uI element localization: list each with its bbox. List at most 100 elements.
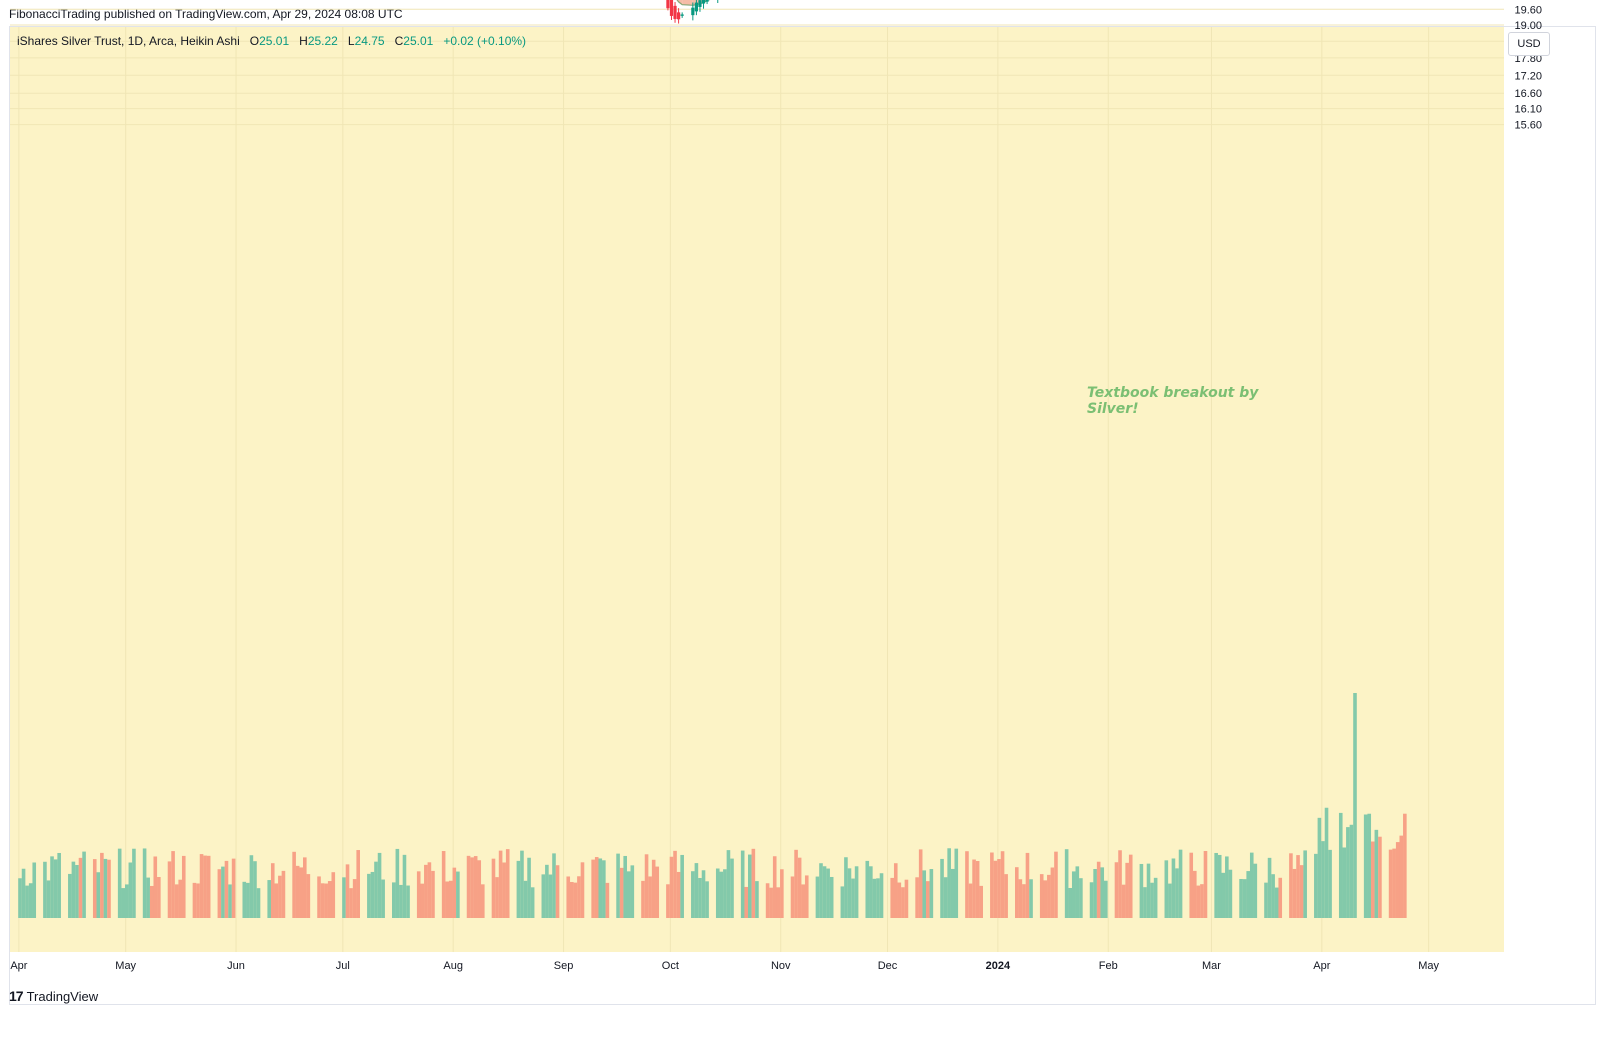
volume-bar: [100, 852, 104, 918]
volume-bar: [1029, 879, 1033, 918]
volume-bar: [374, 861, 378, 918]
volume-bar: [121, 888, 126, 918]
volume-bar: [1075, 866, 1080, 918]
time-tick-label: Oct: [662, 960, 679, 972]
volume-bar: [965, 851, 969, 918]
volume-bar: [1299, 865, 1304, 918]
volume-bar: [1022, 884, 1026, 918]
volume-bar: [723, 869, 727, 918]
volume-bar: [146, 877, 150, 918]
volume-bar: [651, 859, 656, 918]
volume-bar: [57, 852, 61, 918]
price-tick-label: 17.80: [1514, 53, 1542, 65]
volume-bar: [125, 884, 129, 918]
volume-bar: [192, 882, 197, 918]
volume-bar: [174, 884, 179, 918]
volume-bar: [50, 856, 54, 918]
volume-bar: [1193, 870, 1197, 918]
volume-bar: [324, 883, 328, 918]
volume-bar: [968, 883, 973, 918]
volume-bar: [1153, 877, 1158, 918]
tradingview-brand[interactable]: 17 TradingView: [9, 988, 98, 1004]
volume-bar: [851, 878, 855, 918]
plot-area[interactable]: [10, 27, 1504, 952]
time-tick-label: Jun: [227, 960, 245, 972]
price-tick-label: 15.60: [1514, 120, 1542, 132]
volume-bar: [605, 882, 610, 918]
candle-body: [694, 2, 698, 12]
volume-bar: [196, 883, 200, 918]
volume-bar: [1246, 871, 1250, 918]
candle-body: [677, 12, 681, 20]
volume-bar: [950, 868, 955, 918]
volume-bar: [1403, 813, 1407, 918]
volume-bar: [1089, 882, 1094, 918]
volume-bar: [295, 865, 300, 918]
volume-bar: [580, 862, 585, 918]
time-tick-label: Nov: [771, 960, 791, 972]
volume-bar: [1249, 852, 1254, 918]
close-value: 25.01: [403, 34, 434, 48]
volume-bar: [1150, 882, 1154, 918]
volume-bar: [452, 867, 457, 918]
volume-bar: [804, 875, 809, 918]
volume-bar: [171, 851, 175, 918]
volume-bar: [274, 883, 279, 918]
volume-bar: [456, 871, 460, 918]
time-tick-label: Apr: [10, 960, 27, 972]
volume-bar: [1388, 849, 1393, 918]
volume-bar: [367, 873, 371, 918]
volume-bar: [399, 884, 403, 918]
volume-bar: [303, 857, 307, 918]
volume-bar: [876, 878, 880, 918]
currency-button[interactable]: USD: [1508, 32, 1550, 56]
volume-bar: [755, 881, 759, 918]
published-caption: FibonacciTrading published on TradingVie…: [9, 7, 403, 21]
time-tick-label: Feb: [1099, 960, 1118, 972]
volume-bar: [441, 851, 446, 918]
volume-bar: [495, 877, 499, 918]
volume-bar: [1104, 880, 1108, 918]
volume-bar: [132, 848, 136, 918]
volume-bar: [28, 883, 33, 918]
volume-bar: [402, 854, 407, 918]
moving-average-bands: [676, 0, 711, 6]
volume-bar: [320, 883, 325, 918]
volume-bar: [698, 877, 702, 918]
volume-bar: [1125, 862, 1129, 918]
time-tick-label: May: [115, 960, 136, 972]
volume-bar: [1292, 868, 1297, 918]
volume-bar: [541, 874, 546, 918]
volume-bar: [780, 869, 784, 918]
volume-bar: [246, 882, 250, 918]
volume-bar: [1164, 860, 1169, 918]
volume-bar: [1015, 867, 1019, 918]
volume-bar: [448, 880, 453, 918]
volume-bar: [352, 879, 357, 918]
volume-bar: [431, 870, 435, 918]
volume-bar: [317, 876, 321, 918]
volume-bar: [82, 851, 86, 918]
volume-bar: [473, 856, 478, 918]
volume-bar: [1068, 887, 1072, 918]
price-axis: 36.0034.0033.0032.0031.0030.0029.0027.00…: [1514, 0, 1542, 132]
volume-bar: [1371, 841, 1375, 918]
candle-body: [673, 5, 677, 19]
volume-bar: [505, 849, 510, 918]
volume-bar: [1064, 849, 1069, 918]
volume-bar: [940, 858, 944, 918]
volume-bar: [1221, 872, 1226, 918]
symbol-legend: iShares Silver Trust, 1D, Arca, Heikin A…: [17, 34, 526, 48]
volume-bar: [1392, 848, 1396, 918]
volume-bar: [199, 854, 204, 918]
volume-bar: [1395, 842, 1400, 918]
volume-bar: [997, 859, 1001, 918]
candle-body: [666, 0, 670, 9]
volume-bar: [555, 865, 560, 918]
volume-bar: [879, 873, 884, 918]
volume-bar: [616, 853, 620, 918]
candles: [666, 0, 719, 24]
volume-bars: [18, 693, 1407, 918]
